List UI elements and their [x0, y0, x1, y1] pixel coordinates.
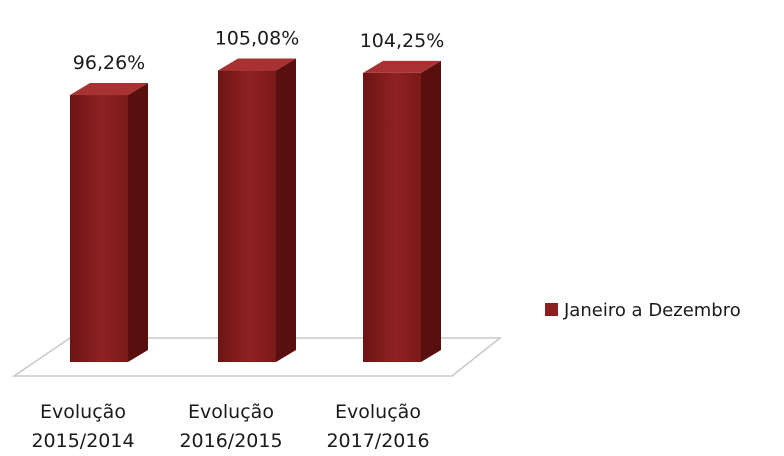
x-tick-label-1: Evolução 2015/2014	[31, 401, 134, 452]
data-label-3: 104,25%	[360, 30, 445, 52]
bar-side	[276, 58, 296, 363]
bar-top	[363, 60, 441, 73]
x-tick-label-line: Evolução	[335, 401, 421, 423]
bar-top	[218, 58, 296, 71]
data-labels-layer: 96,26% 105,08% 104,25%	[73, 28, 445, 74]
bar-side	[421, 60, 441, 363]
data-label-1: 96,26%	[73, 52, 145, 74]
x-tick-label-line: 2015/2014	[31, 430, 134, 452]
legend-label: Janeiro a Dezembro	[563, 300, 741, 321]
bar-3	[363, 60, 441, 363]
bar-side	[128, 83, 148, 362]
bars-layer	[70, 58, 441, 363]
x-tick-label-3: Evolução 2017/2016	[326, 401, 429, 452]
bar-top	[70, 83, 148, 96]
x-tick-label-line: Evolução	[188, 401, 274, 423]
data-label-2: 105,08%	[215, 28, 300, 50]
bar-1	[70, 83, 148, 362]
bar-2	[218, 58, 296, 363]
x-tick-label-line: Evolução	[40, 401, 126, 423]
bar-front	[70, 95, 128, 362]
bar-front	[363, 72, 421, 363]
legend: Janeiro a Dezembro	[545, 300, 741, 321]
legend-swatch	[545, 303, 558, 316]
x-tick-label-line: 2017/2016	[326, 430, 429, 452]
x-tick-label-line: 2016/2015	[179, 430, 282, 452]
x-tick-label-2: Evolução 2016/2015	[179, 401, 282, 452]
bar-front	[218, 70, 276, 363]
